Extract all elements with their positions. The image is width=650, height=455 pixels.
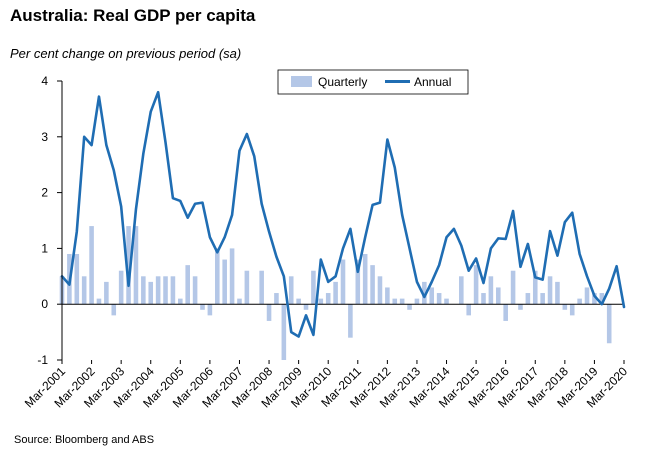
quarterly-bar: [185, 265, 190, 305]
quarterly-bar: [370, 265, 375, 305]
quarterly-bar: [562, 304, 568, 310]
quarterly-bar: [288, 276, 294, 305]
y-tick-label: 4: [41, 74, 48, 88]
y-tick-label: 1: [41, 241, 48, 255]
quarterly-bar: [178, 298, 183, 305]
quarterly-bar: [126, 226, 131, 305]
quarterly-bar: [385, 287, 390, 305]
quarterly-bar: [481, 293, 486, 305]
quarterly-bar: [555, 281, 560, 305]
quarterly-bar: [325, 293, 331, 305]
quarterly-bar: [496, 287, 501, 305]
quarterly-bar: [606, 304, 612, 344]
legend-quarterly-label: Quarterly: [318, 75, 367, 89]
quarterly-bar: [104, 281, 109, 305]
legend-quarterly-swatch: [291, 76, 312, 87]
quarterly-bar: [348, 304, 353, 338]
quarterly-bar: [170, 276, 176, 305]
quarterly-bar: [274, 293, 279, 305]
quarterly-bar: [281, 304, 287, 360]
quarterly-bar: [244, 270, 250, 305]
quarterly-bar: [547, 276, 553, 305]
quarterly-bar: [577, 298, 582, 305]
quarterly-bar: [584, 287, 590, 305]
quarterly-bar: [436, 293, 442, 305]
quarterly-bar: [399, 298, 405, 305]
quarterly-bar: [392, 298, 398, 305]
quarterly-bar: [518, 304, 523, 310]
quarterly-bars: [59, 226, 612, 360]
y-tick-label: 2: [41, 186, 48, 200]
quarterly-bar: [414, 298, 420, 305]
axes: 43210-1Mar-2001Mar-2002Mar-2003Mar-2004M…: [22, 74, 630, 410]
quarterly-bar: [444, 298, 449, 305]
source-note: Source: Bloomberg and ABS: [14, 434, 155, 446]
quarterly-bar: [473, 265, 479, 305]
quarterly-bar: [333, 281, 338, 305]
quarterly-bar: [488, 276, 494, 305]
legend-annual-label: Annual: [414, 75, 451, 89]
quarterly-bar: [133, 226, 139, 305]
quarterly-bar: [407, 304, 412, 310]
quarterly-bar: [318, 298, 324, 305]
quarterly-bar: [207, 304, 213, 316]
quarterly-bar: [362, 253, 368, 305]
quarterly-bar: [569, 304, 575, 316]
quarterly-bar: [155, 276, 161, 305]
chart-title: Australia: Real GDP per capita: [10, 6, 256, 25]
y-tick-label: 3: [41, 130, 48, 144]
quarterly-bar: [503, 304, 508, 321]
quarterly-bar: [141, 276, 146, 305]
quarterly-bar: [111, 304, 117, 316]
quarterly-bar: [163, 276, 168, 305]
quarterly-bar: [592, 293, 597, 305]
quarterly-bar: [540, 293, 545, 305]
quarterly-bar: [311, 270, 316, 305]
quarterly-bar: [222, 259, 227, 305]
legend: Quarterly Annual: [277, 69, 469, 95]
quarterly-bar: [237, 298, 242, 305]
quarterly-bar: [599, 293, 605, 305]
quarterly-bar: [266, 304, 272, 321]
quarterly-bar: [429, 287, 435, 305]
quarterly-bar: [229, 248, 235, 305]
quarterly-bar: [340, 259, 346, 305]
annual-line: [60, 90, 626, 338]
quarterly-bar: [259, 270, 264, 305]
quarterly-bar: [96, 298, 102, 305]
annual-line-group: [60, 90, 626, 338]
quarterly-bar: [296, 298, 301, 305]
quarterly-bar: [466, 304, 471, 316]
quarterly-bar: [459, 276, 464, 305]
quarterly-bar: [192, 276, 198, 305]
quarterly-bar: [81, 276, 87, 305]
quarterly-bar: [215, 248, 220, 305]
quarterly-bar: [148, 281, 154, 305]
quarterly-bar: [422, 281, 427, 305]
quarterly-bar: [377, 276, 383, 305]
y-tick-label: 0: [41, 297, 48, 311]
quarterly-bar: [525, 293, 531, 305]
chart-subtitle: Per cent change on previous period (sa): [10, 46, 242, 61]
y-tick-label: -1: [37, 353, 48, 367]
quarterly-bar: [303, 304, 309, 310]
quarterly-bar: [510, 270, 516, 305]
quarterly-bar: [532, 270, 538, 305]
quarterly-bar: [355, 259, 361, 305]
quarterly-bar: [118, 270, 124, 305]
quarterly-bar: [74, 253, 80, 305]
quarterly-bar: [89, 226, 94, 305]
quarterly-bar: [200, 304, 205, 310]
